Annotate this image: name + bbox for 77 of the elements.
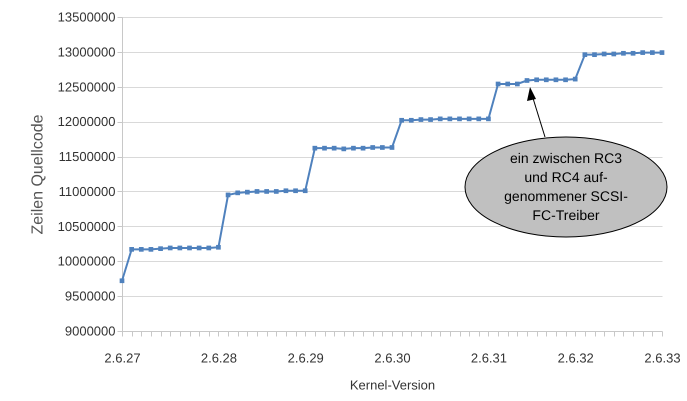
y-tick-label: 12000000 [58,114,116,130]
point [534,77,539,82]
y-tick-label: 13000000 [58,44,116,60]
point [438,116,443,122]
point [380,145,385,150]
point [515,82,520,86]
point [660,50,664,55]
point [640,50,646,55]
point [621,50,626,56]
x-axis-title: Kernel-Version [350,378,436,392]
point [302,188,308,194]
point [293,188,298,194]
point [148,247,154,252]
point [264,189,269,194]
y-tick-label: 11500000 [58,149,116,164]
point [630,50,636,56]
point [544,77,549,82]
point [284,188,288,194]
point [341,146,346,152]
point [178,246,182,250]
point [235,190,240,196]
x-tick-label: 2.6.28 [200,350,238,366]
point [216,244,221,250]
point [245,190,250,194]
point [138,247,144,252]
y-tick-label: 9000000 [64,324,116,338]
point [129,247,134,252]
point [196,246,202,250]
point [611,52,616,56]
x-tick-label: 2.6.30 [374,350,411,366]
point [360,146,366,151]
point [158,246,163,252]
y-tick-label: 9500000 [64,288,116,304]
point [370,145,376,150]
point [582,52,588,58]
point [120,278,124,284]
point [496,82,500,86]
point [563,77,568,82]
point [457,116,462,122]
point [351,146,356,151]
point [226,192,230,198]
point [206,246,212,250]
point [554,77,558,82]
point [418,117,424,122]
point [572,76,578,82]
y-tick-label: 10500000 [58,218,116,234]
x-tick-label: 2.6.31 [470,350,508,366]
point [466,116,472,122]
y-tick-label: 13500000 [58,10,116,24]
point [448,116,452,122]
x-tick-label: 2.6.32 [558,350,594,366]
point [486,116,491,122]
x-tick-label: 2.6.27 [104,350,141,366]
point [428,117,433,122]
x-tick-label: 2.6.29 [288,350,324,366]
point [168,246,173,250]
point [602,52,606,56]
y-tick-label: 12500000 [58,79,116,94]
point [390,145,394,150]
x-tick-label: 2.6.33 [644,350,681,366]
point [476,116,482,122]
point [592,52,597,58]
point [524,78,530,83]
y-axis-title: Zeilen Quellcode [30,114,47,235]
point [254,189,260,194]
point [408,118,414,123]
point [187,246,192,250]
point [399,118,404,123]
point [312,146,318,151]
point [505,82,510,86]
point [650,50,655,55]
y-tick-label: 11000000 [58,184,116,199]
point [274,189,279,194]
y-tick-label: 10000000 [58,254,116,269]
point [322,146,327,151]
point [332,146,336,151]
annotation: ein zwischen RC3 und RC4 auf- genommener SCSI- FC-Treiber [504,150,628,223]
